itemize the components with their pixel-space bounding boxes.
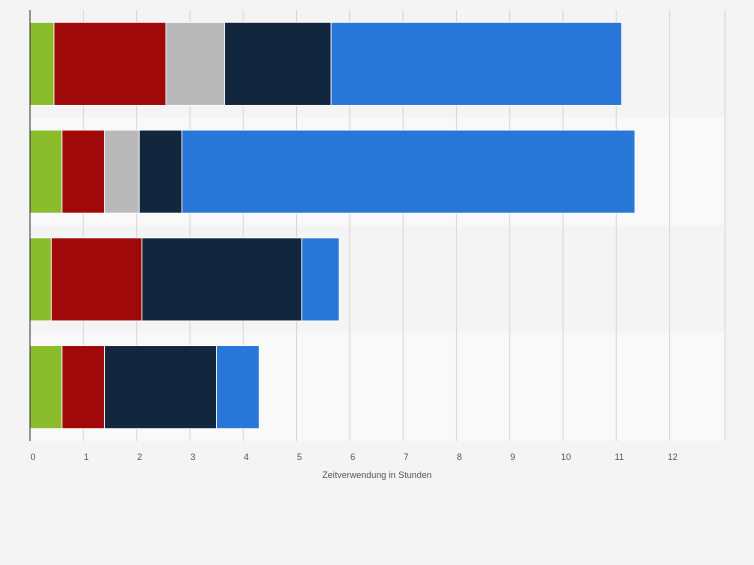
bar-segment[interactable] <box>61 129 106 214</box>
bar-segment[interactable] <box>29 345 63 430</box>
bar-segment[interactable] <box>141 237 303 322</box>
x-tick-label: 0 <box>30 452 35 462</box>
bar-segment[interactable] <box>61 345 106 430</box>
x-tick-label: 4 <box>244 452 249 462</box>
bar-segment[interactable] <box>301 237 340 322</box>
bar-segment[interactable] <box>104 129 140 214</box>
bar-segment[interactable] <box>29 237 52 322</box>
bar-segment[interactable] <box>181 129 636 214</box>
x-tick-label: 8 <box>457 452 462 462</box>
x-tick-label: 10 <box>561 452 571 462</box>
bar-segment[interactable] <box>104 345 217 430</box>
x-tick-label: 11 <box>615 452 624 462</box>
bar-segment[interactable] <box>53 21 167 106</box>
bar-segment[interactable] <box>29 21 55 106</box>
x-tick-label: 2 <box>137 452 142 462</box>
x-tick-label: 1 <box>84 452 89 462</box>
x-tick-label: 9 <box>510 452 515 462</box>
x-tick-labels: 0 1 2 3 4 5 6 7 8 9 10 11 12 <box>30 452 677 462</box>
bars <box>29 21 636 430</box>
bar-segment[interactable] <box>330 21 623 106</box>
bar-segment[interactable] <box>216 345 260 430</box>
x-tick-label: 7 <box>404 452 409 462</box>
x-tick-label: 6 <box>350 452 355 462</box>
x-tick-label: 12 <box>668 452 678 462</box>
bar-segment[interactable] <box>50 237 143 322</box>
x-tick-label: 5 <box>297 452 302 462</box>
x-tick-label: 3 <box>190 452 195 462</box>
bar-segment[interactable] <box>165 21 225 106</box>
bar-segment[interactable] <box>29 129 63 214</box>
bar-segment[interactable] <box>224 21 332 106</box>
bar-segment[interactable] <box>138 129 183 214</box>
x-axis-title: Zeitverwendung in Stunden <box>322 470 432 480</box>
